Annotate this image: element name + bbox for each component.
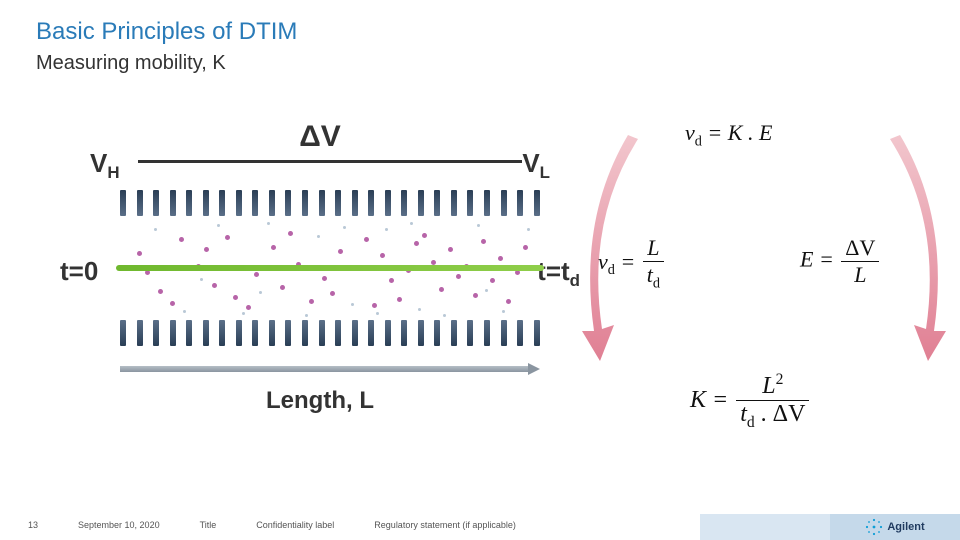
eq4-exp: 2 <box>776 371 784 388</box>
spark-icon <box>865 518 883 536</box>
eq1-nu: ν <box>685 120 695 145</box>
page-number: 13 <box>28 520 38 530</box>
electrodes-top <box>120 188 540 216</box>
length-arrow <box>120 363 540 375</box>
eq4-den2: ΔV <box>773 401 806 427</box>
vh-label: VH <box>90 148 120 183</box>
eq4-num: L <box>762 373 775 399</box>
eq2-nu: ν <box>598 249 608 274</box>
eq3-den: L <box>841 262 879 288</box>
agilent-logo: Agilent <box>865 518 924 536</box>
drift-tube-diagram: ΔV VH VL t=0 t=td Length, L <box>60 120 580 420</box>
footer-date: September 10, 2020 <box>78 520 160 530</box>
eq3-lhs: E = <box>800 247 839 272</box>
eq1-sub: d <box>695 133 702 149</box>
length-label: Length, L <box>266 387 374 415</box>
vl-text: V <box>522 148 539 178</box>
vl-label: VL <box>522 148 550 183</box>
footer-band-light <box>700 514 830 540</box>
footer: 13 September 10, 2020 Title Confidential… <box>0 510 960 540</box>
t0-label: t=0 <box>60 256 98 287</box>
top-voltage-line <box>138 160 522 163</box>
drift-tube <box>120 188 540 348</box>
td-label: t=td <box>537 256 580 291</box>
eq3-num: ΔV <box>841 235 879 262</box>
equation-vd-l-td: νd = Ltd <box>598 235 666 292</box>
vh-text: V <box>90 148 107 178</box>
equations-panel: νd = K . E νd = Ltd E = ΔVL K = L2td . Δ… <box>590 115 950 435</box>
footer-left: 13 September 10, 2020 Title Confidential… <box>0 520 516 530</box>
slide-subtitle: Measuring mobility, K <box>36 52 226 75</box>
td-sub: d <box>570 271 580 290</box>
eq2-num: L <box>643 235 664 262</box>
equation-k-final: K = L2 td . ΔV <box>690 371 811 432</box>
delta-v-label: ΔV <box>299 120 341 154</box>
logo-text: Agilent <box>887 521 924 533</box>
eq1-rhs: = K . E <box>702 120 772 145</box>
drift-line <box>116 265 544 271</box>
footer-band-logo: Agilent <box>830 514 960 540</box>
footer-title-ph: Title <box>200 520 217 530</box>
eq2-sub: d <box>608 262 615 278</box>
footer-regulatory: Regulatory statement (if applicable) <box>374 520 516 530</box>
equation-vd-ke: νd = K . E <box>685 120 772 150</box>
electrodes-bottom <box>120 320 540 348</box>
td-text: t=t <box>537 256 570 286</box>
footer-confidentiality: Confidentiality label <box>256 520 334 530</box>
vh-sub: H <box>107 163 119 182</box>
eq4-dot: . <box>755 401 773 427</box>
equation-e-dv-l: E = ΔVL <box>800 235 881 288</box>
footer-right: Agilent <box>700 514 960 540</box>
eq4-den1: t <box>740 401 747 427</box>
eq2-eq: = <box>615 249 641 274</box>
eq4-den1-sub: d <box>747 414 755 431</box>
eq2-den-sub: d <box>653 275 660 291</box>
slide-title: Basic Principles of DTIM <box>36 18 297 46</box>
vl-sub: L <box>540 163 550 182</box>
eq4-lhs: K = <box>690 387 734 413</box>
